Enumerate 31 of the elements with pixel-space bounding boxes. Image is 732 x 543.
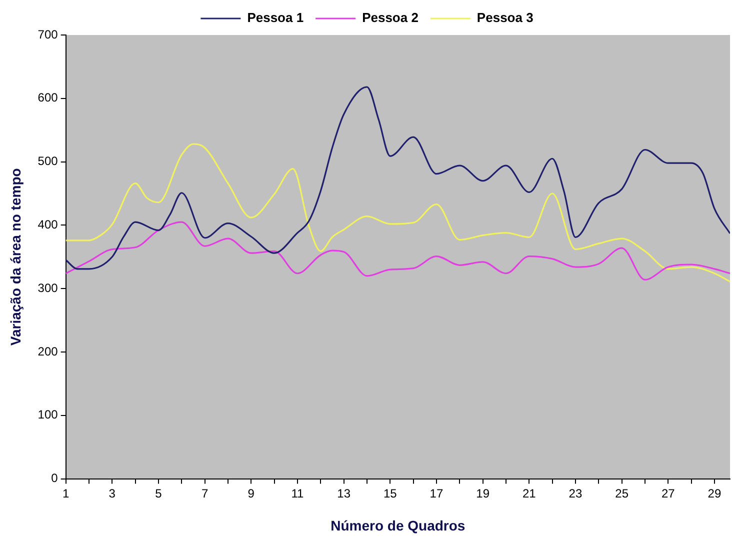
y-tick-label: 600 (38, 90, 58, 105)
x-tick-label: 9 (248, 486, 255, 500)
x-tick-label: 27 (661, 486, 676, 500)
x-tick-label: 23 (568, 486, 582, 500)
x-tick-label: 15 (383, 486, 398, 500)
line-series (66, 86, 730, 270)
line-series (66, 143, 730, 282)
y-tick-label: 500 (38, 154, 58, 168)
x-tick-label: 21 (522, 486, 536, 500)
x-tick-label: 3 (108, 486, 116, 500)
y-tick-label: 300 (38, 280, 58, 295)
legend-label: Pessoa 3 (476, 10, 534, 26)
x-axis-title: Número de Quadros (330, 517, 466, 534)
y-tick-label: 200 (38, 344, 58, 358)
x-tick-label: 19 (476, 486, 490, 500)
line-series (66, 221, 730, 281)
x-tick-label: 25 (615, 486, 629, 500)
legend-label: Pessoa 2 (362, 10, 418, 26)
x-tick-label: 13 (337, 486, 351, 500)
y-tick-label: 100 (38, 408, 58, 422)
x-tick-label: 17 (430, 486, 444, 500)
x-tick-label: 1 (62, 486, 70, 500)
x-tick-label: 5 (155, 486, 162, 500)
y-tick-label: 700 (38, 27, 58, 42)
x-tick-label: 29 (708, 486, 722, 500)
y-tick-label: 0 (51, 471, 58, 486)
x-tick-label: 11 (291, 486, 304, 500)
legend-label: Pessoa 1 (247, 10, 304, 26)
y-axis-title: Variação da área no tempo (7, 168, 24, 346)
y-tick-label: 400 (38, 218, 58, 232)
x-tick-label: 7 (201, 486, 208, 500)
